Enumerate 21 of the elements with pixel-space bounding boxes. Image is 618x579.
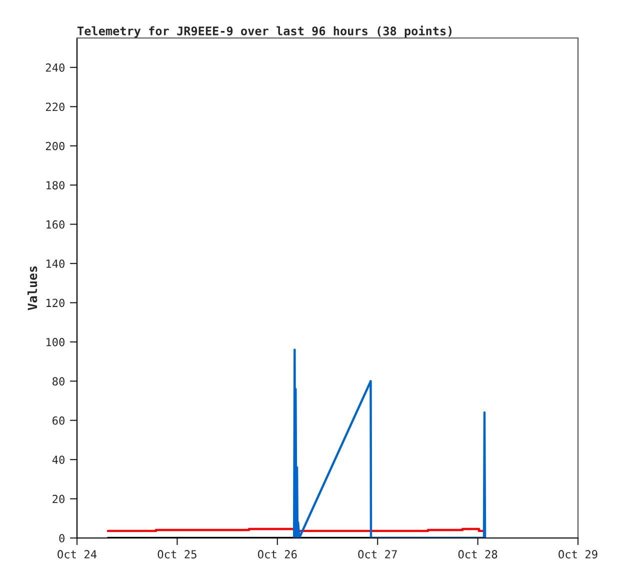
y-tick-label: 160	[46, 220, 64, 229]
x-tick-label: Oct 28	[458, 550, 498, 558]
y-tick-label: 60	[52, 416, 64, 425]
y-axis-title: Values	[27, 266, 38, 310]
x-tick-label: Oct 27	[358, 550, 397, 558]
x-tick-label: Oct 25	[158, 550, 196, 558]
y-tick-label: 220	[46, 102, 64, 112]
y-tick-label: 20	[52, 494, 64, 504]
y-tick-label: 180	[46, 181, 64, 190]
y-tick-label: 200	[46, 142, 64, 150]
y-tick-label: 40	[52, 456, 64, 464]
chart-title: Telemetry for JR9EEE-9 over last 96 hours (38 points)	[78, 26, 452, 38]
y-tick-label: 120	[46, 298, 64, 308]
y-tick-label: 240	[46, 63, 64, 72]
x-tick-label: Oct 24	[58, 550, 97, 558]
y-tick-label: 100	[46, 338, 64, 346]
x-tick-label: Oct 26	[258, 550, 297, 558]
y-tick-label: 0	[59, 534, 64, 542]
x-tick-label: Oct 29	[558, 550, 598, 558]
y-tick-label: 80	[52, 377, 64, 386]
y-tick-label: 140	[46, 259, 64, 268]
